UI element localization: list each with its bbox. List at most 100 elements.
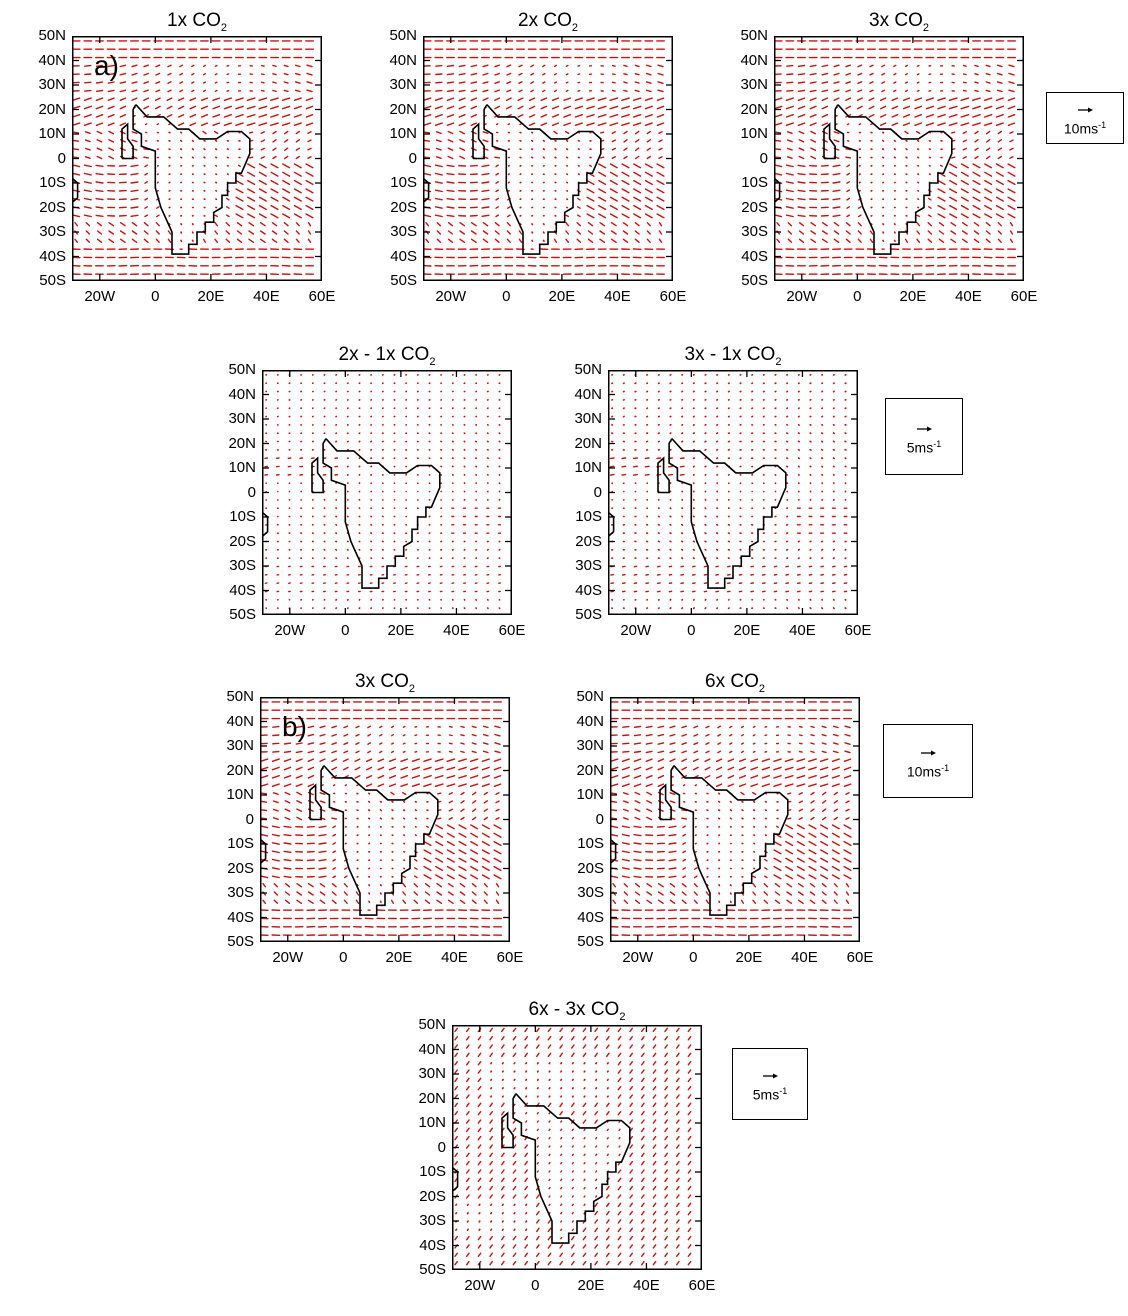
wind-vector bbox=[536, 1087, 539, 1090]
wind-vector bbox=[664, 1144, 669, 1149]
wind-vector bbox=[995, 213, 1004, 219]
wind-vector bbox=[1007, 204, 1016, 211]
wind-vector bbox=[284, 791, 291, 796]
wind-vector bbox=[796, 865, 805, 872]
wind-vector bbox=[652, 1077, 657, 1083]
wind-vector bbox=[618, 1128, 621, 1132]
wind-vector bbox=[846, 189, 851, 193]
wind-vector bbox=[656, 213, 665, 219]
wind-vector bbox=[96, 230, 103, 235]
wind-vector bbox=[493, 849, 502, 855]
wind-vector bbox=[402, 875, 407, 879]
wind-vector bbox=[167, 64, 172, 68]
wind-vector bbox=[465, 1077, 470, 1083]
wind-vector bbox=[272, 792, 279, 796]
wind-vector bbox=[857, 81, 863, 84]
wind-vector bbox=[379, 725, 383, 729]
wind-vector bbox=[634, 221, 640, 227]
wind-vector bbox=[271, 875, 280, 879]
wind-vector bbox=[658, 147, 663, 151]
wind-vector bbox=[832, 164, 841, 168]
wind-vector bbox=[495, 164, 500, 168]
wind-vector bbox=[656, 105, 665, 110]
wind-vector bbox=[597, 122, 607, 127]
wind-vector bbox=[446, 122, 455, 127]
wind-vector bbox=[950, 221, 957, 227]
panel-title: 6x CO2 bbox=[610, 671, 860, 695]
wind-vector bbox=[656, 163, 665, 169]
wind-vector bbox=[107, 64, 115, 68]
wind-vector bbox=[447, 891, 454, 896]
wind-vector bbox=[73, 156, 80, 159]
y-tick-label: 20N bbox=[389, 100, 417, 118]
wind-vector bbox=[565, 230, 570, 235]
wind-vector bbox=[657, 891, 664, 896]
wind-vector bbox=[283, 138, 289, 143]
wind-vector bbox=[203, 148, 206, 151]
wind-vector bbox=[657, 783, 665, 788]
wind-vector bbox=[785, 857, 794, 863]
wind-vector bbox=[621, 163, 630, 169]
wind-vector bbox=[798, 725, 803, 728]
wind-vector bbox=[367, 742, 372, 745]
wind-vector bbox=[692, 523, 695, 526]
wind-vector bbox=[664, 1044, 669, 1049]
wind-vector bbox=[623, 81, 628, 84]
wind-vector bbox=[656, 196, 665, 202]
wind-vector bbox=[177, 105, 185, 110]
wind-vector bbox=[495, 882, 500, 888]
wind-vector bbox=[611, 800, 618, 803]
wind-vector bbox=[447, 221, 454, 227]
wind-vector bbox=[446, 840, 455, 847]
wind-vector bbox=[130, 164, 139, 168]
wind-vector bbox=[447, 238, 454, 244]
wind-vector bbox=[621, 465, 627, 468]
wind-vector bbox=[271, 766, 280, 771]
wind-vector bbox=[133, 123, 136, 126]
wind-vector bbox=[481, 172, 490, 176]
wind-vector bbox=[542, 148, 545, 151]
wind-vector bbox=[797, 197, 806, 201]
y-tick-label: 30S bbox=[39, 223, 66, 240]
wind-vector bbox=[542, 64, 546, 68]
wind-vector bbox=[548, 1078, 551, 1082]
wind-vector bbox=[644, 171, 653, 177]
wind-vector bbox=[809, 122, 817, 127]
wind-vector bbox=[565, 238, 570, 244]
wind-vector bbox=[189, 113, 197, 118]
wind-vector bbox=[821, 750, 827, 754]
wind-vector bbox=[570, 1110, 575, 1116]
wind-vector bbox=[282, 179, 291, 186]
wind-vector bbox=[857, 89, 863, 93]
wind-vector bbox=[761, 766, 771, 771]
wind-vector bbox=[599, 131, 605, 134]
wind-vector bbox=[893, 89, 897, 93]
wind-vector bbox=[191, 148, 194, 151]
wind-vector bbox=[155, 81, 161, 84]
wind-vector bbox=[633, 179, 642, 186]
wind-vector bbox=[83, 164, 92, 168]
wind-vector bbox=[658, 238, 663, 244]
wind-vector bbox=[985, 89, 991, 93]
wind-vector bbox=[879, 97, 887, 102]
wind-vector bbox=[284, 891, 291, 896]
wind-vector bbox=[664, 1061, 669, 1066]
wind-vector bbox=[675, 1119, 680, 1124]
wind-vector bbox=[570, 1044, 575, 1049]
wind-vector bbox=[458, 766, 467, 771]
wind-vector bbox=[283, 858, 292, 862]
africa-coastline bbox=[132, 104, 251, 255]
wind-vector bbox=[809, 440, 812, 443]
wind-vector bbox=[283, 147, 289, 152]
wind-vector bbox=[283, 850, 292, 854]
wind-vector bbox=[332, 875, 337, 879]
wind-vector bbox=[284, 800, 291, 804]
wind-vector bbox=[904, 130, 909, 135]
wind-vector bbox=[646, 238, 651, 244]
wind-vector bbox=[494, 733, 501, 737]
wind-vector bbox=[235, 204, 244, 211]
wind-vector bbox=[223, 105, 233, 110]
wind-vector bbox=[785, 181, 794, 184]
wind-vector bbox=[319, 800, 326, 804]
wind-vector bbox=[525, 1111, 528, 1115]
